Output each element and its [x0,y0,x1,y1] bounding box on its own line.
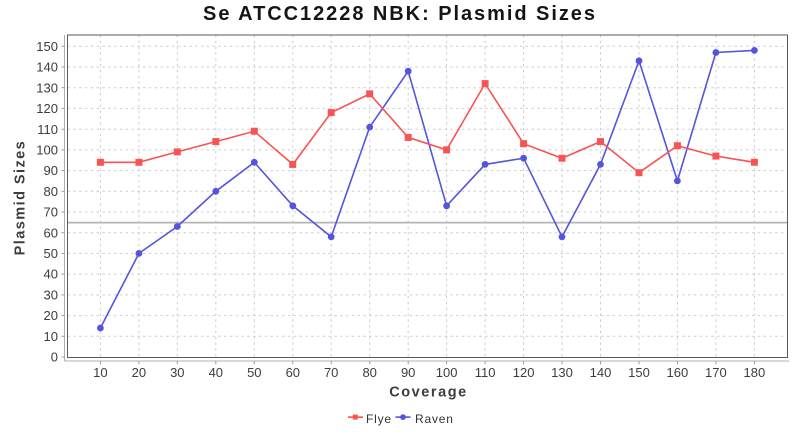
svg-text:60: 60 [44,225,58,240]
svg-text:140: 140 [590,365,612,380]
svg-text:Flye: Flye [366,412,392,426]
svg-text:80: 80 [362,365,376,380]
svg-text:10: 10 [44,329,58,344]
svg-text:180: 180 [744,365,766,380]
svg-text:50: 50 [247,365,261,380]
svg-text:20: 20 [44,308,58,323]
svg-text:80: 80 [44,184,58,199]
svg-text:10: 10 [93,365,107,380]
svg-text:90: 90 [44,163,58,178]
svg-text:0: 0 [51,350,58,365]
svg-text:150: 150 [36,39,58,54]
svg-text:Se ATCC12228 NBK: Plasmid Size: Se ATCC12228 NBK: Plasmid Sizes [203,3,597,25]
svg-text:20: 20 [132,365,146,380]
svg-text:140: 140 [36,60,58,75]
svg-text:50: 50 [44,246,58,261]
svg-text:130: 130 [551,365,573,380]
svg-text:40: 40 [44,267,58,282]
svg-text:Raven: Raven [415,412,454,426]
svg-text:160: 160 [667,365,689,380]
svg-text:120: 120 [513,365,535,380]
svg-text:120: 120 [36,101,58,116]
svg-text:110: 110 [475,365,496,380]
svg-text:130: 130 [36,80,58,95]
svg-text:Plasmid Sizes: Plasmid Sizes [13,140,29,256]
svg-text:170: 170 [705,365,727,380]
svg-text:30: 30 [170,365,184,380]
svg-text:70: 70 [44,205,58,220]
svg-text:30: 30 [44,288,58,303]
svg-text:90: 90 [401,365,415,380]
svg-text:Coverage: Coverage [389,385,468,401]
svg-text:70: 70 [324,365,338,380]
svg-text:100: 100 [36,143,58,158]
svg-text:110: 110 [37,122,58,137]
svg-text:40: 40 [209,365,223,380]
svg-text:60: 60 [286,365,300,380]
svg-text:100: 100 [436,365,458,380]
svg-text:150: 150 [628,365,650,380]
